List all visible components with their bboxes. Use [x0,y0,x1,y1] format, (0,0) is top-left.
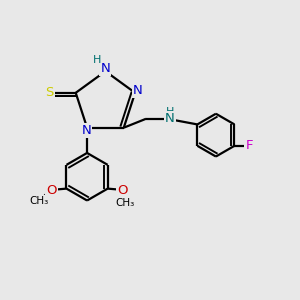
Text: H: H [166,107,175,117]
Text: N: N [133,84,142,97]
Text: CH₃: CH₃ [29,196,49,206]
Text: CH₃: CH₃ [116,198,135,208]
Text: O: O [117,184,128,196]
Text: N: N [82,124,92,137]
Text: H: H [93,55,101,65]
Text: N: N [165,112,175,125]
Text: O: O [46,184,57,196]
Text: N: N [100,62,110,75]
Text: F: F [246,139,253,152]
Text: S: S [45,86,53,99]
